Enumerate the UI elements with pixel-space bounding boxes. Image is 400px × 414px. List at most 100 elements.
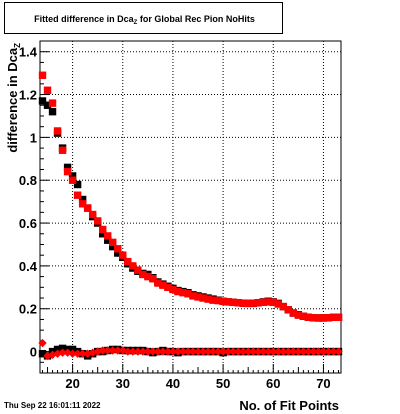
- data-point: [124, 257, 132, 266]
- data-point: [309, 314, 318, 322]
- data-point: [109, 242, 117, 251]
- data-point: [38, 71, 47, 79]
- data-point: [324, 314, 333, 322]
- data-point: [68, 172, 77, 180]
- data-point: [138, 347, 148, 356]
- data-point: [38, 338, 47, 348]
- grid: [40, 41, 341, 373]
- data-point: [129, 262, 137, 270]
- data-point: [164, 283, 172, 292]
- data-point: [284, 306, 293, 314]
- chart-title-main: Fitted difference in Dca: [34, 14, 134, 24]
- data-point: [223, 347, 233, 356]
- data-point: [254, 299, 262, 307]
- data-point: [149, 275, 157, 283]
- y-tick-label: 0.4: [19, 259, 38, 274]
- chart-title-subscript: Z: [133, 20, 138, 26]
- data-point: [78, 200, 87, 208]
- y-axis-label-main: difference in Dca: [5, 47, 20, 153]
- data-point: [329, 347, 338, 356]
- data-point: [63, 167, 72, 176]
- y-tick-label: 0: [30, 345, 37, 360]
- data-point: [163, 347, 173, 356]
- data-point: [128, 347, 138, 356]
- y-tick-label: 1: [30, 130, 37, 145]
- plot-frame: [39, 40, 342, 374]
- data-point: [43, 86, 52, 94]
- data-point: [218, 347, 228, 356]
- data-point: [249, 299, 257, 307]
- data-point: [189, 292, 197, 300]
- data-point: [249, 347, 258, 356]
- data-point: [83, 204, 92, 212]
- data-point: [153, 347, 163, 356]
- data-point: [73, 180, 82, 189]
- data-point: [58, 146, 67, 154]
- series-1: [38, 71, 343, 322]
- data-point: [168, 347, 178, 356]
- data-point: [103, 346, 112, 355]
- data-point: [113, 346, 122, 355]
- data-point: [184, 290, 192, 298]
- data-point: [324, 347, 333, 356]
- data-point: [109, 238, 117, 247]
- data-point: [238, 347, 248, 356]
- data-point: [53, 345, 62, 354]
- data-point: [43, 101, 52, 109]
- data-point: [208, 347, 218, 356]
- data-point: [228, 347, 238, 356]
- data-point: [319, 314, 328, 322]
- data-point: [334, 313, 343, 322]
- data-point: [314, 314, 323, 322]
- data-point: [294, 311, 303, 319]
- y-tick-label: 1.4: [19, 45, 38, 60]
- data-point: [99, 230, 107, 238]
- data-point: [104, 236, 112, 244]
- y-tick-label: 0.6: [19, 216, 37, 231]
- data-point: [214, 296, 222, 305]
- data-point: [58, 344, 67, 353]
- x-tick-label: 50: [216, 376, 230, 391]
- data-point: [269, 347, 278, 356]
- data-point: [78, 195, 87, 204]
- title-box: Fitted difference in DcaZ for Global Rec…: [4, 2, 283, 34]
- data-point: [334, 347, 343, 356]
- data-point: [48, 107, 57, 116]
- y-tick-labels: 0 0.2 0.4 0.6 0.8 1 1.2 1.4: [19, 45, 38, 360]
- data-point: [48, 99, 57, 107]
- data-point: [233, 347, 243, 356]
- data-point: [88, 210, 97, 219]
- data-point: [174, 287, 182, 296]
- data-point: [244, 299, 252, 308]
- data-point: [178, 347, 188, 356]
- data-point: [209, 296, 217, 304]
- data-point: [98, 346, 107, 355]
- data-point: [299, 347, 308, 356]
- data-point: [229, 298, 237, 307]
- data-point: [58, 348, 67, 357]
- data-point: [239, 299, 247, 307]
- data-point: [159, 281, 167, 289]
- chart-title-rest: for Global Rec Pion NoHits: [139, 14, 255, 24]
- data-point: [68, 345, 77, 354]
- data-point: [213, 347, 223, 356]
- data-point: [133, 347, 143, 356]
- data-point: [274, 300, 282, 308]
- y-axis-label-subscript: Z: [13, 43, 22, 48]
- data-point: [264, 298, 272, 306]
- data-point: [243, 347, 253, 356]
- data-point: [119, 251, 127, 259]
- x-tick-label: 30: [116, 376, 130, 391]
- data-point: [139, 270, 147, 279]
- data-point: [158, 347, 168, 356]
- data-point: [329, 313, 338, 322]
- x-axis-label: No. of Fit Points: [239, 398, 339, 413]
- x-tick-label: 70: [316, 376, 330, 391]
- x-tick-labels: 20 30 40 50 60 70: [65, 376, 330, 391]
- data-point: [314, 347, 323, 356]
- data-point: [63, 163, 72, 172]
- data-point: [309, 347, 318, 356]
- y-tick-label: 1.2: [19, 88, 37, 103]
- data-point: [99, 225, 107, 234]
